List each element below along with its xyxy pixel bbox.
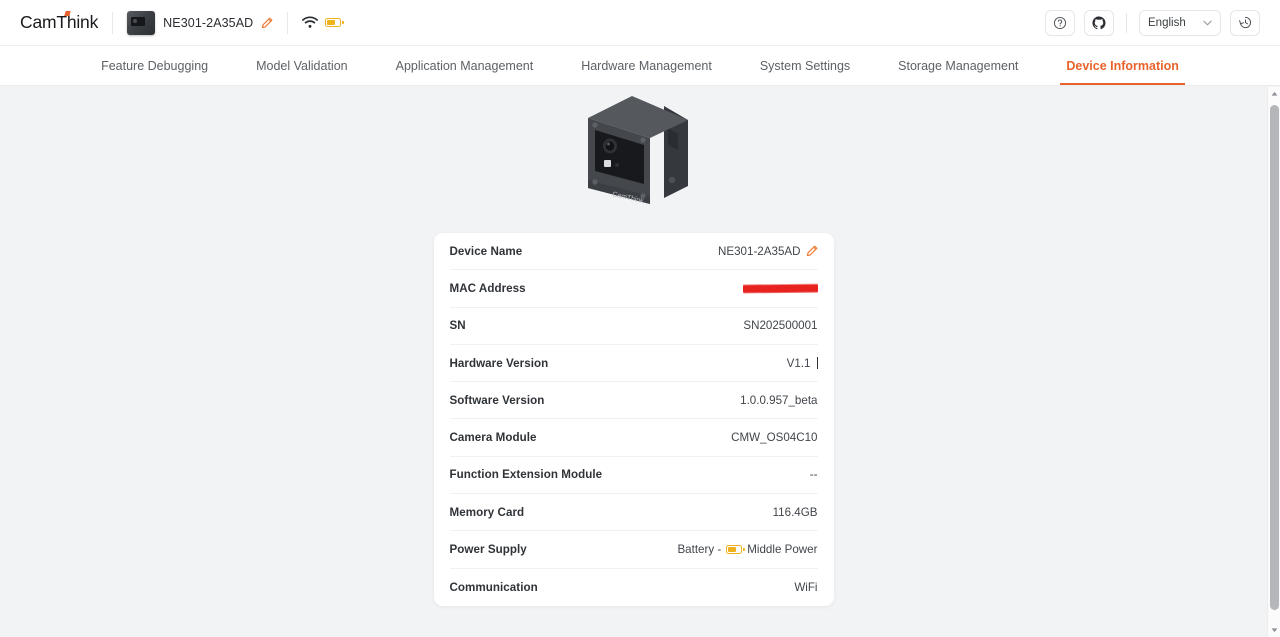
info-row-mac-address: MAC Address	[449, 270, 818, 308]
row-value: SN202500001	[743, 319, 818, 333]
tab-feature-debugging[interactable]: Feature Debugging	[77, 46, 232, 85]
info-row-function-extension-module: Function Extension Module --	[449, 457, 818, 495]
brand-logo-text: CamThink	[20, 12, 99, 32]
device-name-value: NE301-2A35AD	[718, 244, 801, 258]
scrollbar-thumb[interactable]	[1270, 105, 1279, 610]
tab-device-information[interactable]: Device Information	[1042, 46, 1203, 85]
pencil-icon[interactable]	[261, 17, 273, 29]
mac-address-redaction-mark	[742, 284, 818, 293]
caret-up-icon	[1271, 91, 1278, 96]
tab-label: Storage Management	[898, 58, 1019, 73]
header-divider-3	[1126, 12, 1127, 33]
info-row-hardware-version: Hardware Version V1.1	[449, 345, 818, 383]
language-select[interactable]: English	[1139, 9, 1221, 36]
row-label: Hardware Version	[449, 356, 549, 370]
row-label: SN	[449, 319, 466, 333]
pencil-icon[interactable]	[806, 245, 818, 257]
info-row-software-version: Software Version 1.0.0.957_beta	[449, 382, 818, 420]
tab-hardware-management[interactable]: Hardware Management	[557, 46, 736, 85]
tab-label: System Settings	[759, 58, 851, 73]
tab-storage-management[interactable]: Storage Management	[874, 46, 1042, 85]
top-header-bar: CamThink NE301-2A35AD	[0, 0, 1280, 46]
wifi-icon	[302, 16, 319, 28]
device-hero-image: CamThink	[0, 87, 1267, 210]
row-label: Power Supply	[449, 543, 527, 557]
main-content-area: CamThink Device Name NE301-2A35AD MAC Ad…	[0, 87, 1267, 637]
row-value: CMW_OS04C10	[731, 431, 818, 445]
scroll-down-button[interactable]	[1268, 624, 1280, 637]
battery-icon	[325, 18, 344, 27]
header-right-controls: English	[1045, 9, 1260, 36]
github-button[interactable]	[1084, 9, 1114, 36]
hardware-version-value: V1.1	[786, 356, 811, 370]
device-information-card: Device Name NE301-2A35AD MAC Address SN …	[433, 233, 834, 606]
ne301-camera-device-illustration: CamThink	[587, 96, 688, 205]
tab-system-settings[interactable]: System Settings	[736, 46, 874, 85]
language-select-value: English	[1148, 16, 1186, 29]
chevron-down-icon	[1203, 20, 1212, 26]
power-supply-level: Middle Power	[747, 543, 818, 557]
row-label: Memory Card	[449, 505, 525, 519]
header-divider-1	[112, 11, 114, 34]
tab-label: Device Information	[1066, 58, 1179, 73]
row-value: 116.4GB	[772, 505, 818, 519]
row-value: --	[809, 468, 818, 482]
help-button[interactable]	[1045, 9, 1075, 36]
device-selector-chip[interactable]: NE301-2A35AD	[127, 10, 273, 35]
row-label: Software Version	[449, 393, 545, 407]
row-label: Communication	[449, 580, 538, 594]
info-row-device-name: Device Name NE301-2A35AD	[449, 233, 818, 271]
device-thumbnail-icon	[127, 10, 156, 35]
row-label: Camera Module	[449, 431, 537, 445]
history-button[interactable]	[1230, 9, 1260, 36]
info-row-memory-card: Memory Card 116.4GB	[449, 494, 818, 532]
header-divider-2	[287, 11, 289, 34]
tab-label: Hardware Management	[581, 58, 712, 73]
tab-label: Application Management	[395, 58, 534, 73]
brand-logo[interactable]: CamThink	[20, 11, 99, 33]
row-value: WiFi	[794, 580, 818, 594]
row-value: NE301-2A35AD	[718, 245, 818, 258]
tab-label: Model Validation	[256, 58, 348, 73]
row-value: Battery - Middle Power	[677, 543, 817, 556]
battery-icon	[726, 545, 745, 555]
row-value: 1.0.0.957_beta	[740, 393, 818, 407]
text-cursor	[816, 357, 818, 370]
row-value: V1.1	[787, 357, 818, 370]
info-row-power-supply: Power Supply Battery - Middle Power	[449, 531, 818, 569]
device-name-label: NE301-2A35AD	[163, 15, 254, 30]
github-icon	[1092, 15, 1106, 29]
tab-model-validation[interactable]: Model Validation	[232, 46, 372, 85]
device-status-icons	[302, 16, 344, 29]
info-row-sn: SN SN202500001	[449, 308, 818, 345]
scroll-up-button[interactable]	[1268, 87, 1280, 100]
row-value	[742, 284, 818, 293]
row-label: MAC Address	[449, 281, 526, 295]
row-label: Device Name	[449, 244, 523, 258]
power-supply-prefix: Battery -	[677, 543, 722, 557]
main-navigation-tabs: Feature Debugging Model Validation Appli…	[0, 46, 1280, 86]
row-label: Function Extension Module	[449, 468, 603, 482]
tab-application-management[interactable]: Application Management	[372, 46, 558, 85]
vertical-scrollbar[interactable]	[1267, 87, 1280, 637]
info-row-camera-module: Camera Module CMW_OS04C10	[449, 419, 818, 457]
tab-label: Feature Debugging	[101, 58, 209, 73]
help-circle-icon	[1053, 16, 1067, 29]
info-row-communication: Communication WiFi	[450, 569, 818, 606]
caret-down-icon	[1271, 628, 1278, 633]
history-clock-icon	[1238, 16, 1251, 29]
